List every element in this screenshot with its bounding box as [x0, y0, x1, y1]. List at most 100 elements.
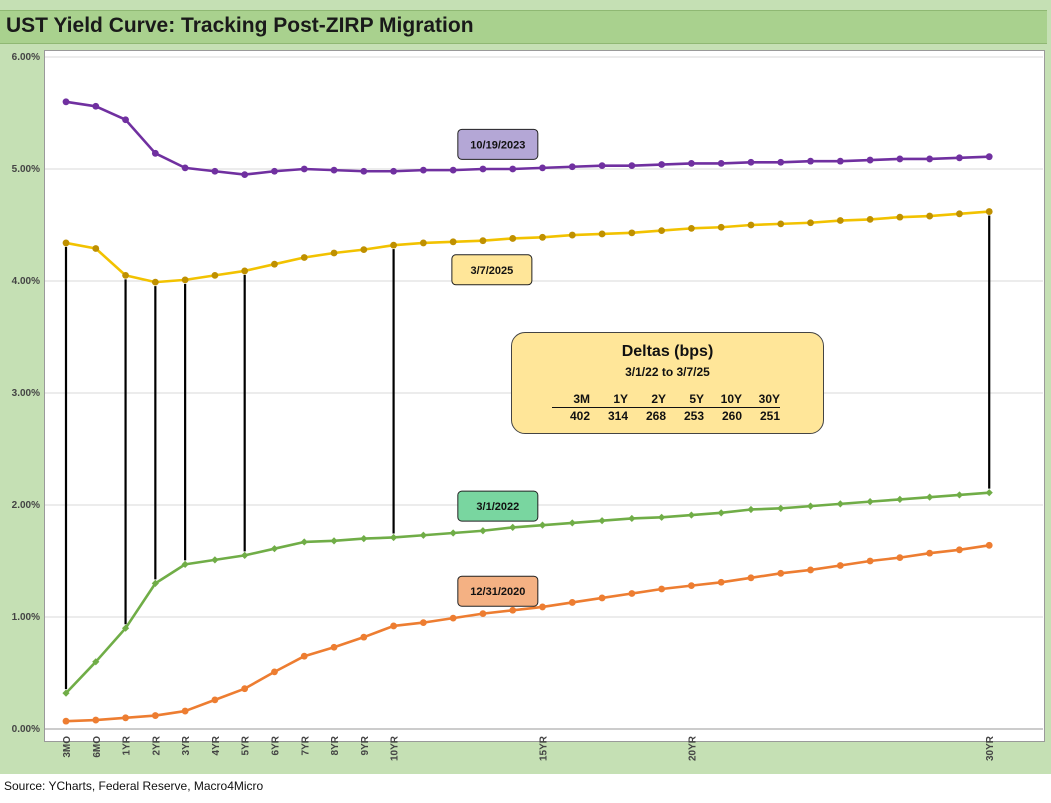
deltas-value: 251 [759, 409, 780, 423]
series-point [628, 229, 636, 237]
series-point [777, 220, 785, 228]
series-point [687, 511, 696, 519]
series-point [360, 535, 368, 543]
series-point [777, 569, 785, 577]
series-line [65, 100, 990, 176]
series-point [389, 533, 398, 542]
deltas-value: 253 [683, 409, 704, 423]
series-point [747, 505, 755, 514]
series-point [985, 153, 993, 161]
deltas-header: 2Y [628, 391, 666, 408]
y-tick-label: 6.00% [12, 52, 40, 63]
series-label: 10/19/2023 [470, 139, 525, 151]
series-point [896, 155, 904, 163]
series-point [926, 212, 934, 220]
series-point [985, 541, 993, 549]
series-point [985, 489, 993, 497]
series-point [836, 500, 844, 508]
series-point [181, 560, 189, 568]
series-label-box [457, 490, 539, 522]
y-tick-label: 2.00% [12, 500, 40, 511]
series-point [449, 166, 457, 174]
series-point [509, 165, 517, 173]
chart-svg: 0.00% 1.00% 2.00% 3.00% 4.00% 5.00% 6.00% 3MO 6M… [12, 52, 1043, 761]
series-point [62, 239, 70, 247]
deltas-table: 3M 1Y 2Y 5Y 10Y 30Y 402 314 268 253 260 … [552, 391, 780, 424]
series-point [956, 546, 963, 554]
series-point [807, 157, 814, 165]
series-point [300, 254, 308, 261]
series-point [419, 166, 427, 174]
series-point [658, 513, 666, 521]
series-label-box [457, 128, 539, 160]
series-point [419, 619, 427, 626]
series-point [449, 614, 457, 622]
series-point [568, 599, 576, 606]
series-point [598, 230, 606, 238]
series-point [836, 562, 844, 569]
series-point [330, 537, 338, 545]
series-point [330, 249, 338, 257]
series-point [658, 227, 666, 235]
series-point [271, 668, 278, 676]
series-point [539, 164, 546, 172]
series-label-box [451, 254, 533, 286]
y-tick-label: 5.00% [12, 164, 40, 175]
series-point [211, 556, 219, 564]
x-tick-label: 20YR [687, 735, 698, 761]
y-tick-label: 3.00% [12, 388, 40, 399]
series-point [121, 624, 130, 632]
x-tick-label: 9YR [360, 735, 371, 755]
series-point [479, 237, 487, 245]
series-point [717, 223, 725, 231]
series-point [122, 116, 129, 124]
x-tick-label: 6MO [92, 736, 103, 758]
series-point [151, 149, 159, 157]
x-tick-label: 30YR [985, 735, 996, 761]
deltas-value-row: 402 314 268 253 260 251 [552, 408, 780, 425]
series-point [479, 165, 487, 173]
x-tick-label: 7YR [300, 735, 311, 755]
series-point [747, 574, 755, 582]
series-point [539, 603, 546, 611]
series-point [628, 162, 636, 170]
series-point [956, 154, 963, 162]
series-point [688, 582, 695, 590]
series-line [65, 491, 990, 695]
y-tick-label: 0.00% [12, 724, 40, 735]
series-point [151, 712, 159, 719]
series-point [390, 167, 397, 175]
y-tick-label: 4.00% [12, 276, 40, 287]
series-point [419, 531, 427, 539]
series-point [360, 633, 368, 641]
deltas-box: Deltas (bps) 3/1/22 to 3/7/25 3M 1Y 2Y 5… [511, 332, 824, 434]
series-point [955, 491, 964, 499]
x-tick-label: 2YR [151, 735, 162, 755]
series-point [866, 498, 874, 506]
series-point [836, 157, 844, 165]
series-point [241, 685, 249, 693]
source-note: Source: YCharts, Federal Reserve, Macro4… [4, 779, 264, 793]
x-tick-label: 10YR [390, 735, 401, 761]
x-tick-label: 8YR [330, 735, 341, 755]
series-point [509, 606, 517, 614]
series-point [300, 538, 308, 546]
deltas-subtitle: 3/1/22 to 3/7/25 [625, 365, 710, 379]
series-point [598, 594, 606, 602]
series-point [688, 160, 695, 167]
series-point [806, 502, 815, 510]
series-point [658, 585, 666, 593]
series-point [568, 163, 576, 171]
series-point [926, 493, 934, 501]
deltas-header: 1Y [590, 391, 628, 408]
series-point [449, 238, 457, 246]
series-point [509, 523, 517, 531]
series-point [568, 519, 576, 527]
chart-title: UST Yield Curve: Tracking Post-ZIRP Migr… [6, 14, 474, 37]
deltas-value: 402 [569, 409, 590, 423]
series-point [717, 578, 725, 586]
series-point [151, 579, 159, 587]
series-point [896, 554, 904, 562]
series-point [211, 272, 219, 279]
title-bar: UST Yield Curve: Tracking Post-ZIRP Migr… [0, 10, 1047, 44]
